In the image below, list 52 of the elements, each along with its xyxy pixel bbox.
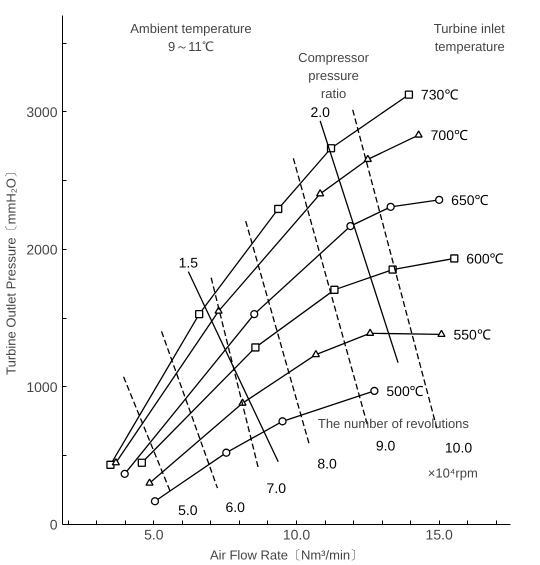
series-label: 6.0	[225, 499, 246, 516]
y-tick-label: 2000	[26, 241, 58, 258]
series-label: 650℃	[451, 192, 489, 208]
annotation: Turbine inlet temperature	[434, 21, 506, 54]
x-tick-label: 15.0	[426, 526, 453, 542]
y-tick-label: 1000	[26, 378, 58, 395]
x-tick-label: 10.0	[282, 526, 310, 542]
point	[120, 470, 129, 478]
point	[450, 254, 458, 263]
point	[150, 497, 160, 506]
point	[404, 90, 414, 99]
y-tick-label: 0	[50, 516, 58, 532]
point	[112, 458, 120, 466]
point	[435, 196, 444, 204]
point	[370, 386, 379, 396]
point	[316, 189, 324, 196]
point	[312, 350, 320, 358]
series-label: 5.0	[178, 502, 198, 518]
y-axis-title: Turbine Outlet Pressure〔mmH₂O〕	[3, 165, 18, 375]
series-label: 2.0	[310, 104, 330, 120]
annotation: Ambient temperature 9～11℃	[130, 21, 252, 54]
point	[138, 458, 146, 467]
point	[366, 328, 374, 336]
point	[346, 222, 355, 230]
point	[330, 286, 339, 294]
y-tick-label: 3000	[26, 104, 58, 120]
point	[145, 478, 154, 486]
series-label: 9.0	[376, 437, 396, 454]
point	[222, 448, 230, 457]
point	[414, 130, 423, 138]
point	[274, 204, 282, 214]
series-label: 8.0	[317, 456, 338, 472]
point	[364, 154, 372, 162]
annotation: Compressor pressure ratio	[298, 50, 370, 101]
series-label: 600℃	[466, 250, 504, 266]
series-label: 700℃	[430, 127, 468, 144]
point	[195, 310, 204, 318]
annotation: The number of revolutions	[318, 416, 470, 431]
x-tick-label: 5.0	[144, 526, 164, 542]
series-label: 550℃	[453, 326, 491, 342]
annotation: ×10⁴rpm	[428, 465, 478, 480]
series-label: 730℃	[420, 86, 458, 103]
point	[386, 202, 395, 211]
series-label: 7.0	[266, 480, 286, 496]
series-label: 500℃	[386, 382, 424, 399]
series-label: 1.5	[178, 254, 198, 271]
point	[437, 330, 446, 338]
point	[278, 417, 287, 426]
x-axis-title: Air Flow Rate〔Nm³/min〕	[210, 548, 364, 562]
point	[251, 343, 260, 352]
series-label: 10.0	[444, 439, 472, 456]
point	[250, 310, 258, 318]
